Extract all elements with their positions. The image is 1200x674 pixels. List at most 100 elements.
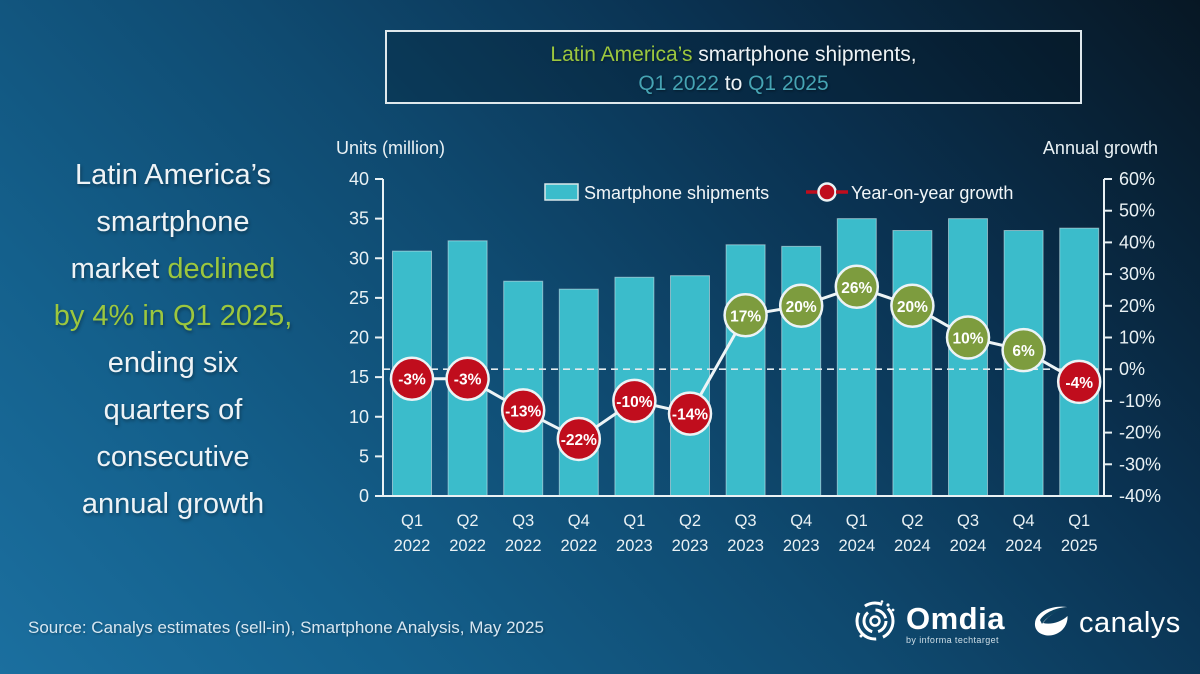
- growth-marker-label: -3%: [398, 372, 426, 389]
- right-axis-tick-label: -40%: [1119, 486, 1161, 506]
- right-axis-tick-label: -20%: [1119, 423, 1161, 443]
- x-tick-year: 2022: [394, 537, 431, 555]
- left-axis-tick-label: 10: [349, 407, 369, 427]
- headline-line: consecutive: [96, 441, 250, 473]
- headline: Latin America’s smartphone market declin…: [12, 152, 334, 528]
- left-axis-tick-label: 25: [349, 288, 369, 308]
- chart-title-box: Latin America’s smartphone shipments, Q1…: [385, 30, 1082, 104]
- chart-title-line2: Q1 2022 to Q1 2025: [638, 72, 829, 95]
- x-tick-year: 2025: [1061, 537, 1098, 555]
- growth-marker-label: -4%: [1065, 375, 1093, 392]
- x-tick-year: 2022: [505, 537, 542, 555]
- headline-line: annual growth: [81, 488, 265, 520]
- shipments-bar: [836, 218, 877, 497]
- x-tick-quarter: Q4: [1013, 512, 1035, 530]
- logo-row: Omdia by informa techtarget canalys: [852, 598, 1181, 649]
- x-tick-year: 2023: [727, 537, 764, 555]
- x-tick-quarter: Q2: [901, 512, 923, 530]
- growth-marker-label: -13%: [505, 403, 541, 420]
- combo-chart-svg: Units (million) Annual growth051015202530…: [336, 138, 1161, 555]
- growth-marker-label: 20%: [897, 299, 928, 316]
- shipments-bar: [558, 288, 599, 497]
- growth-marker: [723, 293, 768, 338]
- growth-marker: [834, 264, 880, 310]
- growth-marker: [667, 391, 713, 436]
- shipments-bar: [725, 244, 766, 497]
- omdia-sub-brand: by informa techtarget: [906, 634, 999, 645]
- x-tick-quarter: Q2: [679, 512, 701, 530]
- legend-line-marker: [817, 182, 837, 202]
- x-tick-quarter: Q1: [623, 512, 645, 530]
- growth-marker: [1056, 359, 1102, 405]
- x-tick-year: 2022: [560, 537, 597, 555]
- x-tick-quarter: Q4: [568, 512, 590, 530]
- growth-marker: [1001, 327, 1046, 373]
- growth-marker: [890, 283, 935, 329]
- headline-line: market declined: [70, 253, 276, 285]
- omdia-mark-icon: [852, 598, 898, 649]
- x-tick-quarter: Q1: [1068, 512, 1090, 530]
- x-tick-year: 2023: [783, 537, 820, 555]
- growth-marker: [445, 356, 490, 401]
- x-tick-year: 2024: [894, 537, 931, 555]
- right-axis-title: Annual growth: [1043, 138, 1158, 158]
- shipments-bar: [1059, 227, 1100, 497]
- right-axis-tick-label: 30%: [1119, 264, 1155, 284]
- x-tick-year: 2022: [449, 537, 486, 555]
- legend-line-label: Year-on-year growth: [851, 183, 1013, 203]
- left-axis-tick-label: 20: [349, 328, 369, 348]
- right-axis-tick-label: 0%: [1119, 359, 1145, 379]
- growth-marker: [612, 378, 657, 424]
- x-tick-quarter: Q4: [790, 512, 812, 530]
- x-tick-year: 2023: [672, 537, 709, 555]
- x-tick-quarter: Q1: [401, 512, 423, 530]
- left-axis-tick-label: 5: [359, 446, 369, 466]
- headline-line: smartphone: [96, 206, 250, 238]
- canalys-logo: canalys: [1031, 603, 1181, 644]
- left-axis-tick-label: 15: [349, 367, 369, 387]
- left-axis-tick-label: 30: [349, 248, 369, 268]
- growth-marker-label: -22%: [561, 432, 597, 449]
- right-axis-tick-label: 10%: [1119, 328, 1155, 348]
- growth-marker-label: 6%: [1012, 343, 1035, 360]
- growth-marker: [389, 356, 435, 401]
- x-tick-year: 2024: [838, 537, 875, 555]
- chart-area: Units (million) Annual growth 0 5 10 15 20 25 30…: [330, 130, 1190, 580]
- growth-marker: [778, 283, 824, 329]
- legend-bar-label: Smartphone shipments: [584, 183, 769, 203]
- headline-line: by 4% in Q1 2025,: [53, 300, 293, 332]
- canalys-mark-icon: [1031, 603, 1071, 644]
- headline-line: Latin America’s: [74, 159, 272, 191]
- right-axis-tick-label: 20%: [1119, 296, 1155, 316]
- x-tick-quarter: Q3: [957, 512, 979, 530]
- left-axis-title: Units (million): [336, 138, 445, 158]
- x-tick-quarter: Q3: [512, 512, 534, 530]
- right-axis-tick-label: 40%: [1119, 232, 1155, 252]
- growth-marker-label: 20%: [786, 299, 817, 316]
- growth-marker: [556, 416, 602, 462]
- growth-marker-label: 26%: [841, 280, 872, 297]
- x-tick-year: 2024: [950, 537, 987, 555]
- left-axis-tick-label: 0: [359, 486, 369, 506]
- x-tick-quarter: Q1: [846, 512, 868, 530]
- growth-marker-label: -10%: [616, 394, 652, 411]
- right-axis-tick-label: -10%: [1119, 391, 1161, 411]
- x-tick-year: 2024: [1005, 537, 1042, 555]
- shipments-bar: [892, 230, 933, 497]
- x-tick-year: 2023: [616, 537, 653, 555]
- canalys-wordmark: canalys: [1078, 607, 1181, 639]
- growth-marker: [945, 315, 991, 360]
- left-axis-tick-label: 35: [349, 209, 369, 229]
- x-tick-quarter: Q2: [457, 512, 479, 530]
- source-text: Source: Canalys estimates (sell-in), Sma…: [28, 618, 544, 637]
- legend-bar-swatch: [544, 183, 579, 201]
- growth-marker-label: 17%: [730, 308, 761, 325]
- headline-line: quarters of: [103, 394, 243, 426]
- omdia-wordmark: Omdia: [906, 600, 1005, 636]
- growth-marker-label: -3%: [454, 372, 482, 389]
- x-tick-quarter: Q3: [735, 512, 757, 530]
- shipments-bar: [670, 275, 710, 497]
- chart-title-line1: Latin America’s smartphone shipments,: [550, 43, 917, 66]
- growth-marker: [500, 388, 546, 433]
